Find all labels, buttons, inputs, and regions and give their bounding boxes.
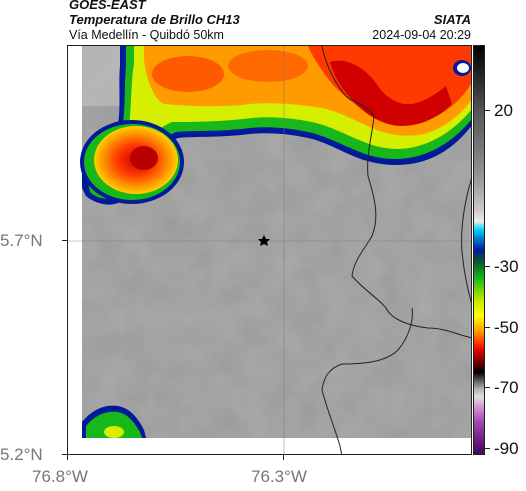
- cloud-gap-inner: [457, 63, 469, 73]
- satellite-map[interactable]: [67, 45, 472, 455]
- boundary-line-2: [321, 307, 413, 454]
- x-label-76-8: 76.8°W: [32, 467, 88, 486]
- colorbar-tick-minus-70: [485, 387, 490, 388]
- cell-core: [130, 146, 158, 170]
- boundary-line: [321, 46, 471, 339]
- colorbar: [473, 45, 485, 455]
- y-tick-5-2: [62, 454, 67, 455]
- boundary-line-3: [461, 178, 471, 303]
- x-tick-76-8: [67, 455, 68, 460]
- location-marker-star: [258, 235, 270, 246]
- bottom-cloud-core: [104, 426, 124, 438]
- satellite-title: GOES-EAST: [69, 0, 146, 12]
- colorbar-label-20: 20: [494, 101, 513, 120]
- product-title: Temperatura de Brillo CH13: [69, 12, 240, 27]
- y-tick-5-7: [62, 240, 67, 241]
- cloud-orange-spot-2: [228, 50, 308, 82]
- no-data-left: [68, 46, 82, 454]
- y-label-5-7: 5.7°N: [0, 231, 43, 250]
- route-subtitle: Vía Medellín - Quibdó 50km: [69, 28, 224, 42]
- colorbar-label-minus-70: -70: [494, 378, 519, 397]
- map-canvas: [68, 46, 471, 454]
- no-data-bottom: [68, 438, 471, 454]
- bottom-cloud-edge: [86, 411, 142, 438]
- cloud-orange-spot: [152, 56, 224, 92]
- colorbar-tick-minus-50: [485, 327, 490, 328]
- y-label-5-2: 5.2°N: [0, 445, 43, 464]
- colorbar-label-minus-90: -90: [494, 439, 519, 458]
- colorbar-tick-minus-90: [485, 448, 490, 449]
- x-label-76-3: 76.3°W: [251, 467, 307, 486]
- colorbar-label-minus-50: -50: [494, 318, 519, 337]
- colorbar-label-minus-30: -30: [494, 257, 519, 276]
- x-tick-76-3: [283, 455, 284, 460]
- datetime-label: 2024-09-04 20:29: [372, 28, 471, 42]
- cloud-red-deep: [330, 60, 452, 126]
- organization-label: SIATA: [433, 12, 471, 27]
- colorbar-tick-20: [485, 110, 490, 111]
- colorbar-tick-minus-30: [485, 266, 490, 267]
- gridlines: [68, 46, 471, 454]
